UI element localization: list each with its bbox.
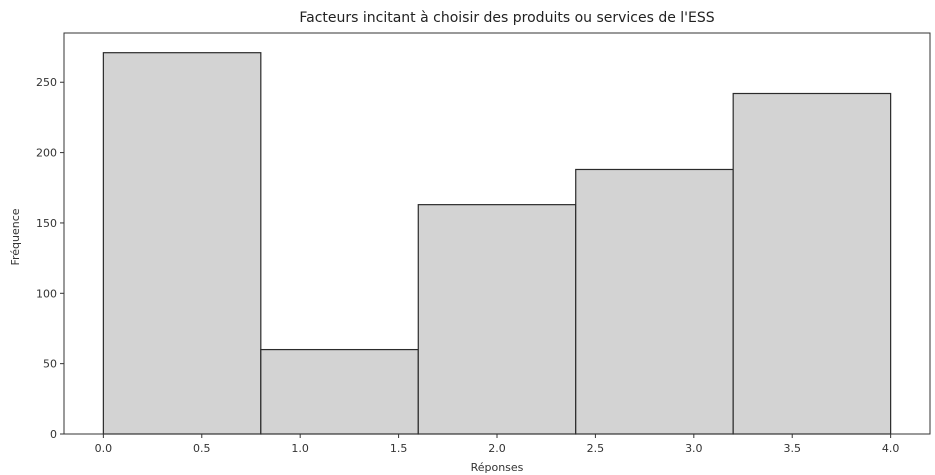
- y-tick-label: 150: [36, 217, 57, 230]
- histogram-bar-4: [732, 92, 892, 435]
- x-tick-label: 4.0: [882, 442, 900, 455]
- x-tick-label: 3.5: [783, 442, 801, 455]
- x-tick-label: 2.0: [488, 442, 506, 455]
- x-tick-label: 2.5: [587, 442, 605, 455]
- x-axis-label: Réponses: [471, 461, 524, 474]
- y-tick-label: 0: [50, 428, 57, 441]
- y-axis-ticks: 0 50 100 150 200 250: [36, 76, 64, 441]
- histogram-bar-1: [260, 348, 419, 435]
- x-tick-label: 0.5: [193, 442, 211, 455]
- y-tick-label: 250: [36, 76, 57, 89]
- y-tick-label: 100: [36, 287, 57, 300]
- y-tick-label: 200: [36, 147, 57, 160]
- x-axis-ticks: 0.0 0.5 1.0 1.5 2.0 2.5 3.0 3.5 4.0: [95, 434, 900, 455]
- x-tick-label: 1.5: [390, 442, 408, 455]
- y-axis-label: Fréquence: [9, 208, 22, 265]
- x-tick-label: 3.0: [685, 442, 703, 455]
- histogram-bar-2: [417, 204, 577, 435]
- bars-layer: [102, 52, 892, 435]
- y-tick-label: 50: [43, 358, 57, 371]
- chart-title: Facteurs incitant à choisir des produits…: [299, 10, 714, 26]
- x-tick-label: 0.0: [95, 442, 113, 455]
- histogram-bar-3: [575, 168, 734, 435]
- x-tick-label: 1.0: [291, 442, 309, 455]
- histogram-bar-0: [102, 52, 262, 435]
